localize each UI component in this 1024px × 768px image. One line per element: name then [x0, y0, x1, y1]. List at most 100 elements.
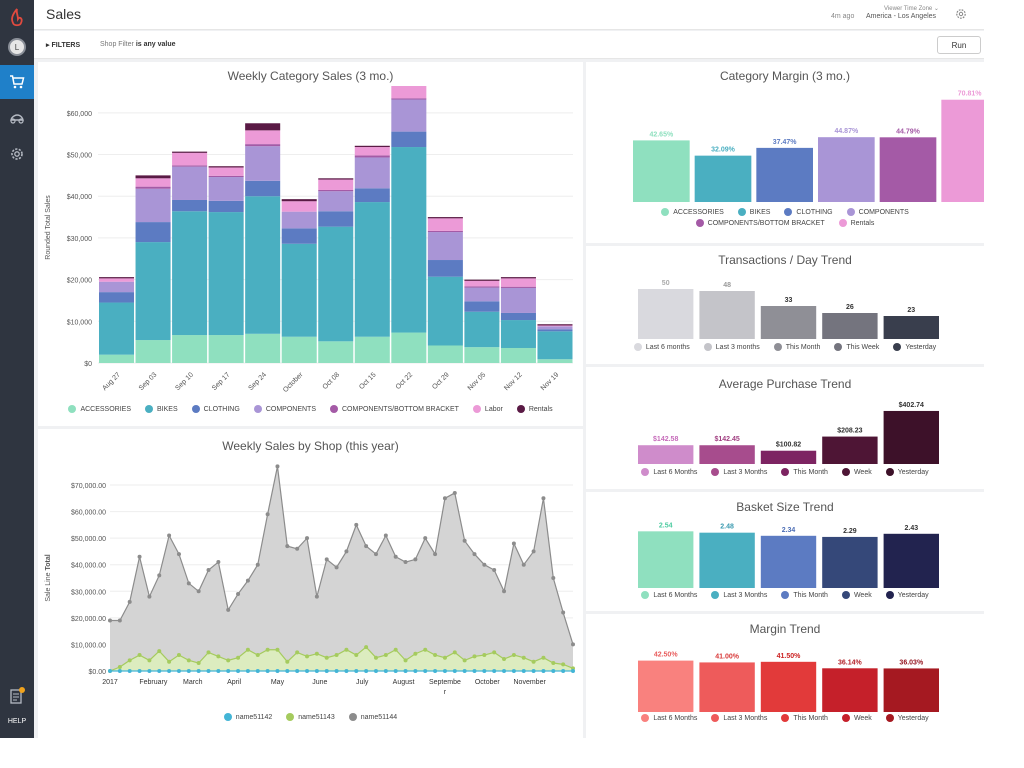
- legend-item[interactable]: Rentals: [838, 219, 875, 227]
- legend-item[interactable]: Week: [841, 591, 872, 599]
- legend-swatch: [841, 468, 850, 476]
- data-point: [354, 669, 359, 673]
- data-label: 42.50%: [654, 652, 679, 659]
- legend-label: name51144: [360, 713, 398, 721]
- legend-swatch: [253, 405, 262, 413]
- legend-item[interactable]: Yesterday: [885, 591, 929, 599]
- run-button[interactable]: Run: [937, 36, 981, 54]
- data-point: [354, 522, 359, 527]
- legend-item[interactable]: BIKES: [737, 208, 770, 216]
- data-label: 41.00%: [715, 653, 740, 660]
- bar-segment: [427, 230, 463, 233]
- data-point: [167, 533, 172, 538]
- header: Sales 4m ago Viewer Time Zone ⌄ America …: [34, 0, 984, 30]
- data-label: 50: [662, 280, 670, 287]
- data-point: [482, 653, 487, 658]
- legend-item[interactable]: BIKES: [145, 405, 178, 413]
- transactions-chart: 50 48 33 26 23: [638, 280, 939, 339]
- y-tick-label: $60,000.00: [71, 510, 106, 517]
- x-tick-label: May: [271, 679, 285, 686]
- data-label: 42.65%: [649, 131, 674, 138]
- x-tick-label: Oct 22: [395, 371, 415, 391]
- legend-item[interactable]: COMPONENTS: [846, 208, 909, 216]
- legend-item[interactable]: COMPONENTS/BOTTOM BRACKET: [329, 405, 459, 413]
- data-point: [502, 589, 507, 594]
- data-point: [314, 594, 319, 599]
- legend-item[interactable]: Yesterday: [885, 468, 929, 476]
- data-point: [423, 536, 428, 541]
- legend-item[interactable]: This Month: [781, 714, 828, 722]
- legend-item[interactable]: Rentals: [516, 405, 553, 413]
- data-point: [403, 669, 408, 673]
- avatar[interactable]: L: [8, 38, 26, 56]
- line-name51144: [110, 466, 574, 645]
- data-point: [344, 669, 349, 673]
- legend-item[interactable]: Labor: [472, 405, 503, 413]
- lightspeed-logo[interactable]: [0, 0, 34, 36]
- y-tick-label: $0: [84, 361, 92, 368]
- legend-item[interactable]: Last 6 Months: [641, 468, 697, 476]
- legend-item[interactable]: Last 3 months: [703, 343, 760, 351]
- legend-item[interactable]: Last 6 Months: [641, 591, 697, 599]
- bar: [941, 99, 984, 202]
- bar: [633, 140, 690, 202]
- legend-item[interactable]: Last 3 Months: [711, 591, 767, 599]
- legend-item[interactable]: ACCESSORIES: [68, 405, 131, 413]
- x-tick-label: 2017: [102, 679, 118, 686]
- data-label: 2.34: [782, 527, 796, 534]
- bar-segment: [391, 332, 427, 363]
- bar: [818, 137, 875, 202]
- legend-item[interactable]: This Week: [834, 343, 879, 351]
- data-point: [551, 576, 556, 580]
- y-tick-label: $60,000: [67, 111, 92, 118]
- legend-item[interactable]: This Month: [781, 468, 828, 476]
- legend-item[interactable]: CLOTHING: [191, 405, 240, 413]
- timezone-label[interactable]: Viewer Time Zone ⌄: [884, 6, 939, 12]
- legend-item[interactable]: name51144: [348, 713, 398, 721]
- legend-item[interactable]: This Month: [781, 591, 828, 599]
- legend-item[interactable]: ACCESSORIES: [661, 208, 724, 216]
- cart-icon: [10, 75, 25, 89]
- x-tick-label: Oct 15: [358, 371, 378, 391]
- help-link[interactable]: HELP: [7, 718, 27, 725]
- legend-item[interactable]: Last 6 Months: [641, 714, 697, 722]
- bar: [883, 410, 939, 464]
- filters-toggle[interactable]: ▸ FILTERS: [46, 41, 80, 49]
- data-point: [541, 655, 546, 660]
- data-point: [492, 669, 497, 673]
- legend-item[interactable]: COMPONENTS: [253, 405, 316, 413]
- legend-item[interactable]: Yesterday: [885, 714, 929, 722]
- sidebar-item-settings[interactable]: [0, 136, 34, 172]
- data-point: [275, 647, 280, 652]
- settings-gear-icon[interactable]: [955, 8, 967, 20]
- legend-item[interactable]: Last 6 months: [633, 343, 690, 351]
- legend-item[interactable]: Yesterday: [893, 343, 936, 351]
- legend-item[interactable]: Week: [841, 714, 872, 722]
- data-point: [383, 669, 388, 673]
- bar-segment: [427, 217, 463, 219]
- bar-segment: [391, 86, 427, 99]
- margin-trend-chart: 42.50% 41.00% 41.50% 36.14% 36.03%: [638, 652, 939, 712]
- legend-swatch: [472, 405, 481, 413]
- bar-segment: [245, 144, 281, 147]
- legend-item[interactable]: Week: [841, 468, 872, 476]
- bar-segment: [427, 260, 463, 277]
- legend-item[interactable]: COMPONENTS/BOTTOM BRACKET: [695, 219, 825, 227]
- sidebar-item-bikes[interactable]: [0, 100, 34, 136]
- bar-segment: [245, 180, 281, 197]
- data-point: [502, 657, 507, 662]
- legend-item[interactable]: Last 3 Months: [711, 468, 767, 476]
- legend-swatch: [885, 468, 894, 476]
- legend-label: BIKES: [157, 405, 178, 413]
- filter-bar: ▸ FILTERS Shop Filter is any value: [34, 31, 984, 59]
- legend-item[interactable]: Last 3 Months: [711, 714, 767, 722]
- legend-item[interactable]: name51143: [286, 713, 335, 721]
- sidebar-item-sales[interactable]: [0, 65, 34, 99]
- legend-label: Rentals: [850, 219, 875, 227]
- bar-segment: [99, 302, 135, 355]
- legend-item[interactable]: CLOTHING: [784, 208, 833, 216]
- legend-item[interactable]: This Month: [773, 343, 820, 351]
- sidebar-item-notes[interactable]: [0, 678, 34, 714]
- timezone-value[interactable]: America - Los Angeles: [866, 13, 937, 20]
- legend-item[interactable]: name51142: [223, 713, 272, 721]
